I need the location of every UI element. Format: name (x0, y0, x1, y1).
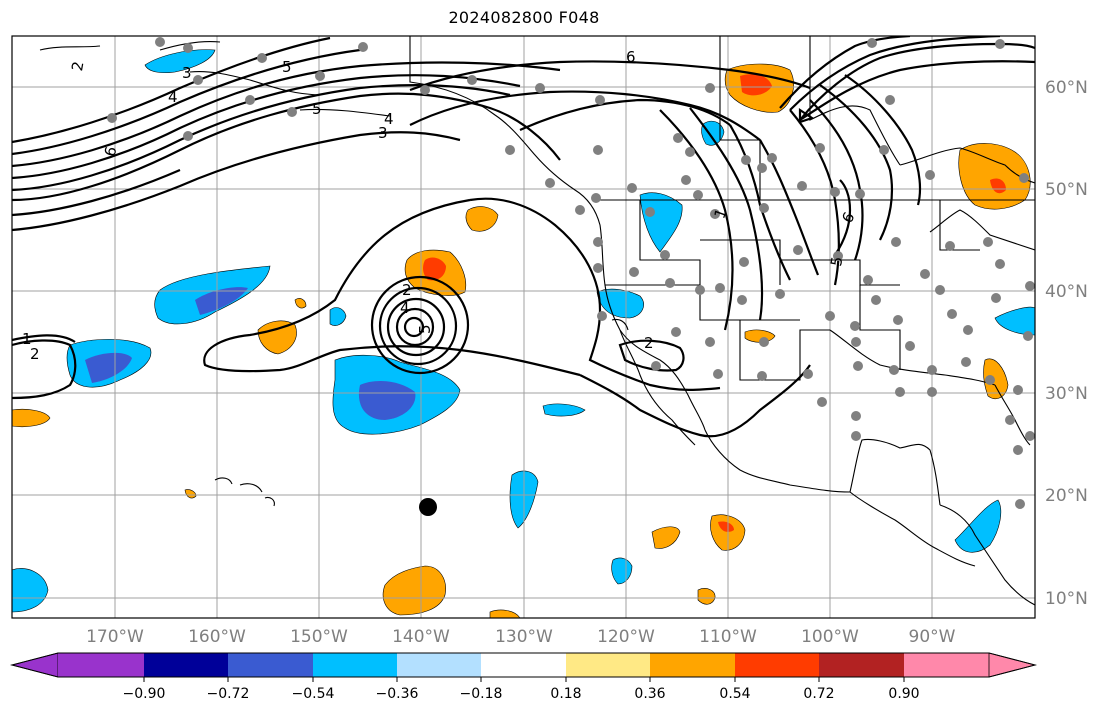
colorbar-tick-label: −0.72 (207, 686, 250, 702)
colorbar-bin (144, 653, 228, 677)
colorbar-tick-label: −0.18 (460, 686, 503, 702)
colorbar-bin (735, 653, 819, 677)
lon-label: 170°W (86, 627, 144, 647)
lat-label: 20°N (1045, 486, 1088, 506)
positive-anomaly-shading (12, 63, 1031, 618)
contour-label: 2 (644, 334, 654, 352)
lon-label: 110°W (699, 627, 757, 647)
colorbar-tick-label: −0.90 (123, 686, 166, 702)
colorbar-bin (313, 653, 397, 677)
colorbar-tick-label: −0.54 (292, 686, 335, 702)
contour-label: 2 (30, 345, 40, 363)
contour-label: 2 (402, 281, 412, 299)
colorbar-bin (650, 653, 735, 677)
colorbar-outline (10, 652, 1037, 678)
contour-label: 5 (416, 324, 434, 334)
lat-label: 40°N (1045, 282, 1088, 302)
lon-label: 120°W (597, 627, 655, 647)
longitude-labels: 170°W 160°W 150°W 140°W 130°W 120°W 110°… (86, 627, 956, 647)
lon-label: 100°W (801, 627, 859, 647)
colorbar-bin (819, 653, 904, 677)
contour-lines (12, 36, 1035, 438)
colorbar-extend-low (10, 652, 59, 678)
station-dots (107, 37, 1035, 509)
lon-label: 90°W (909, 627, 956, 647)
contour-label: 5 (827, 255, 846, 268)
contour-label: 3 (182, 64, 192, 82)
colorbar: −0.90 −0.72 −0.54 −0.36 −0.18 0.18 0.36 … (10, 652, 1037, 702)
contour-label: 5 (312, 100, 322, 118)
contour-label: 6 (626, 48, 636, 66)
latitude-labels: 60°N 50°N 40°N 30°N 20°N 10°N (1045, 78, 1088, 609)
map-frame (11, 35, 1036, 619)
lon-label: 150°W (290, 627, 348, 647)
colorbar-tick-label: 0.36 (634, 686, 665, 702)
negative-anomaly-shading (12, 49, 1035, 613)
contour-label: 4 (384, 110, 394, 128)
colorbar-extend-high (988, 652, 1037, 678)
lat-label: 10°N (1045, 589, 1088, 609)
lat-lon-grid (12, 36, 1035, 618)
contour-label: 4 (400, 299, 410, 317)
lon-label: 140°W (392, 627, 450, 647)
map-title: 2024082800 F048 (448, 8, 600, 27)
contour-label: 6 (101, 145, 121, 159)
colorbar-tick-label: 0.18 (550, 686, 581, 702)
colorbar-bin (397, 653, 481, 677)
colorbar-tick-label: 0.90 (888, 686, 919, 702)
lon-label: 130°W (495, 627, 553, 647)
colorbar-bin (58, 653, 144, 677)
contour-label: 3 (378, 124, 388, 142)
colorbar-bin (566, 653, 650, 677)
colorbar-tick-label: 0.54 (719, 686, 750, 702)
lat-label: 60°N (1045, 78, 1088, 98)
lon-label: 160°W (188, 627, 246, 647)
contour-label: 5 (282, 58, 292, 76)
colorbar-tick-label: 0.72 (803, 686, 834, 702)
colorbar-bin (228, 653, 313, 677)
colorbar-bin (904, 653, 989, 677)
colorbar-tick-label: −0.36 (376, 686, 419, 702)
lat-label: 30°N (1045, 384, 1088, 404)
storm-center-marker (419, 498, 437, 516)
contour-label: 2 (68, 60, 87, 73)
lat-label: 50°N (1045, 180, 1088, 200)
colorbar-bin (481, 653, 566, 677)
contour-label: 4 (168, 88, 178, 106)
contour-label: 1 (22, 330, 32, 348)
